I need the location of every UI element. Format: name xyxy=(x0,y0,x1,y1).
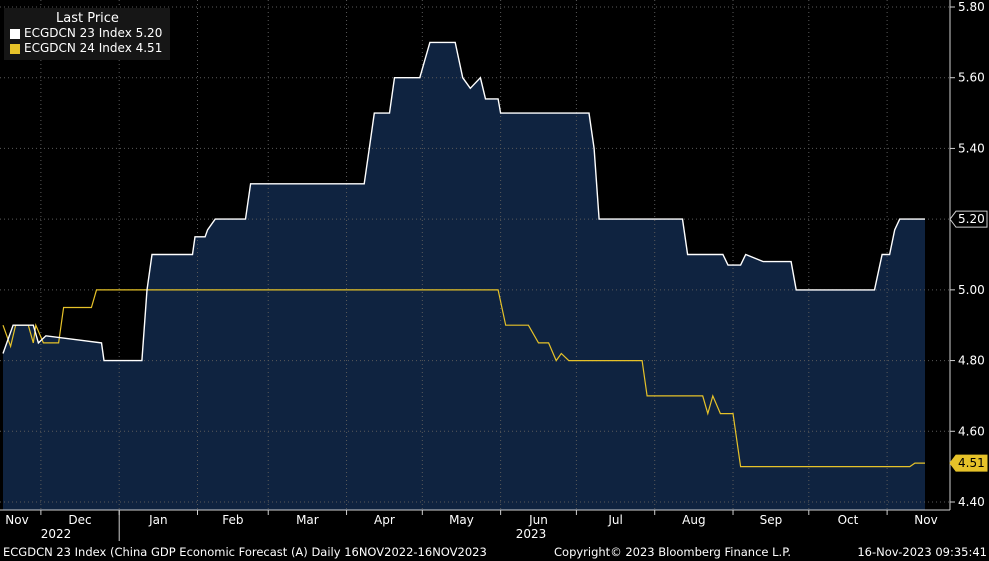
last-price-label-2: 4.51 xyxy=(958,456,985,470)
x-tick-label-10: Sep xyxy=(760,513,783,527)
legend-label-series-2: ECGDCN 24 Index 4.51 xyxy=(24,41,163,55)
x-tick-label-4: Mar xyxy=(296,513,319,527)
year-label-0: 2022 xyxy=(41,527,72,541)
legend: Last Price ECGDCN 23 Index 5.20 ECGDCN 2… xyxy=(4,8,171,60)
x-tick-label-7: Jun xyxy=(528,513,548,527)
last-price-badge-1 xyxy=(949,210,988,228)
x-tick-label-9: Aug xyxy=(682,513,705,527)
legend-swatch-series-2 xyxy=(10,43,20,54)
x-tick-label-6: May xyxy=(449,513,474,527)
y-tick-label-6: 5.60 xyxy=(958,71,985,85)
year-label-1: 2023 xyxy=(516,527,547,541)
y-tick-label-1: 4.60 xyxy=(958,424,985,438)
series-1-area xyxy=(3,42,925,511)
last-price-badge-2 xyxy=(949,454,988,472)
footer-description: ECGDCN 23 Index (China GDP Economic Fore… xyxy=(3,545,487,559)
x-tick-label-1: Dec xyxy=(68,513,91,527)
y-tick-label-7: 5.80 xyxy=(958,0,985,14)
x-tick-label-8: Jul xyxy=(607,513,622,527)
y-tick-label-0: 4.40 xyxy=(958,495,985,509)
last-price-label-1: 5.20 xyxy=(958,212,985,226)
legend-title: Last Price xyxy=(56,11,119,26)
series-2-line xyxy=(2,289,925,468)
y-tick-label-3: 5.00 xyxy=(958,283,985,297)
legend-label-series-1: ECGDCN 23 Index 5.20 xyxy=(24,26,163,40)
x-tick-label-11: Oct xyxy=(838,513,859,527)
legend-entry-series-1: ECGDCN 23 Index 5.20 xyxy=(10,26,162,41)
footer-timestamp: 16-Nov-2023 09:35:41 xyxy=(857,545,987,559)
x-tick-label-3: Feb xyxy=(222,513,243,527)
x-tick-label-0: Nov xyxy=(5,513,28,527)
x-tick-label-2: Jan xyxy=(148,513,168,527)
legend-entry-series-2: ECGDCN 24 Index 4.51 xyxy=(10,41,162,56)
footer-copyright: Copyright© 2023 Bloomberg Finance L.P. xyxy=(554,545,791,559)
series-1-line xyxy=(2,41,925,362)
x-tick-label-12: Nov xyxy=(914,513,937,527)
y-tick-label-5: 5.40 xyxy=(958,141,985,155)
x-tick-label-5: Apr xyxy=(374,513,395,527)
y-tick-label-2: 4.80 xyxy=(958,354,985,368)
legend-swatch-series-1 xyxy=(10,28,20,39)
